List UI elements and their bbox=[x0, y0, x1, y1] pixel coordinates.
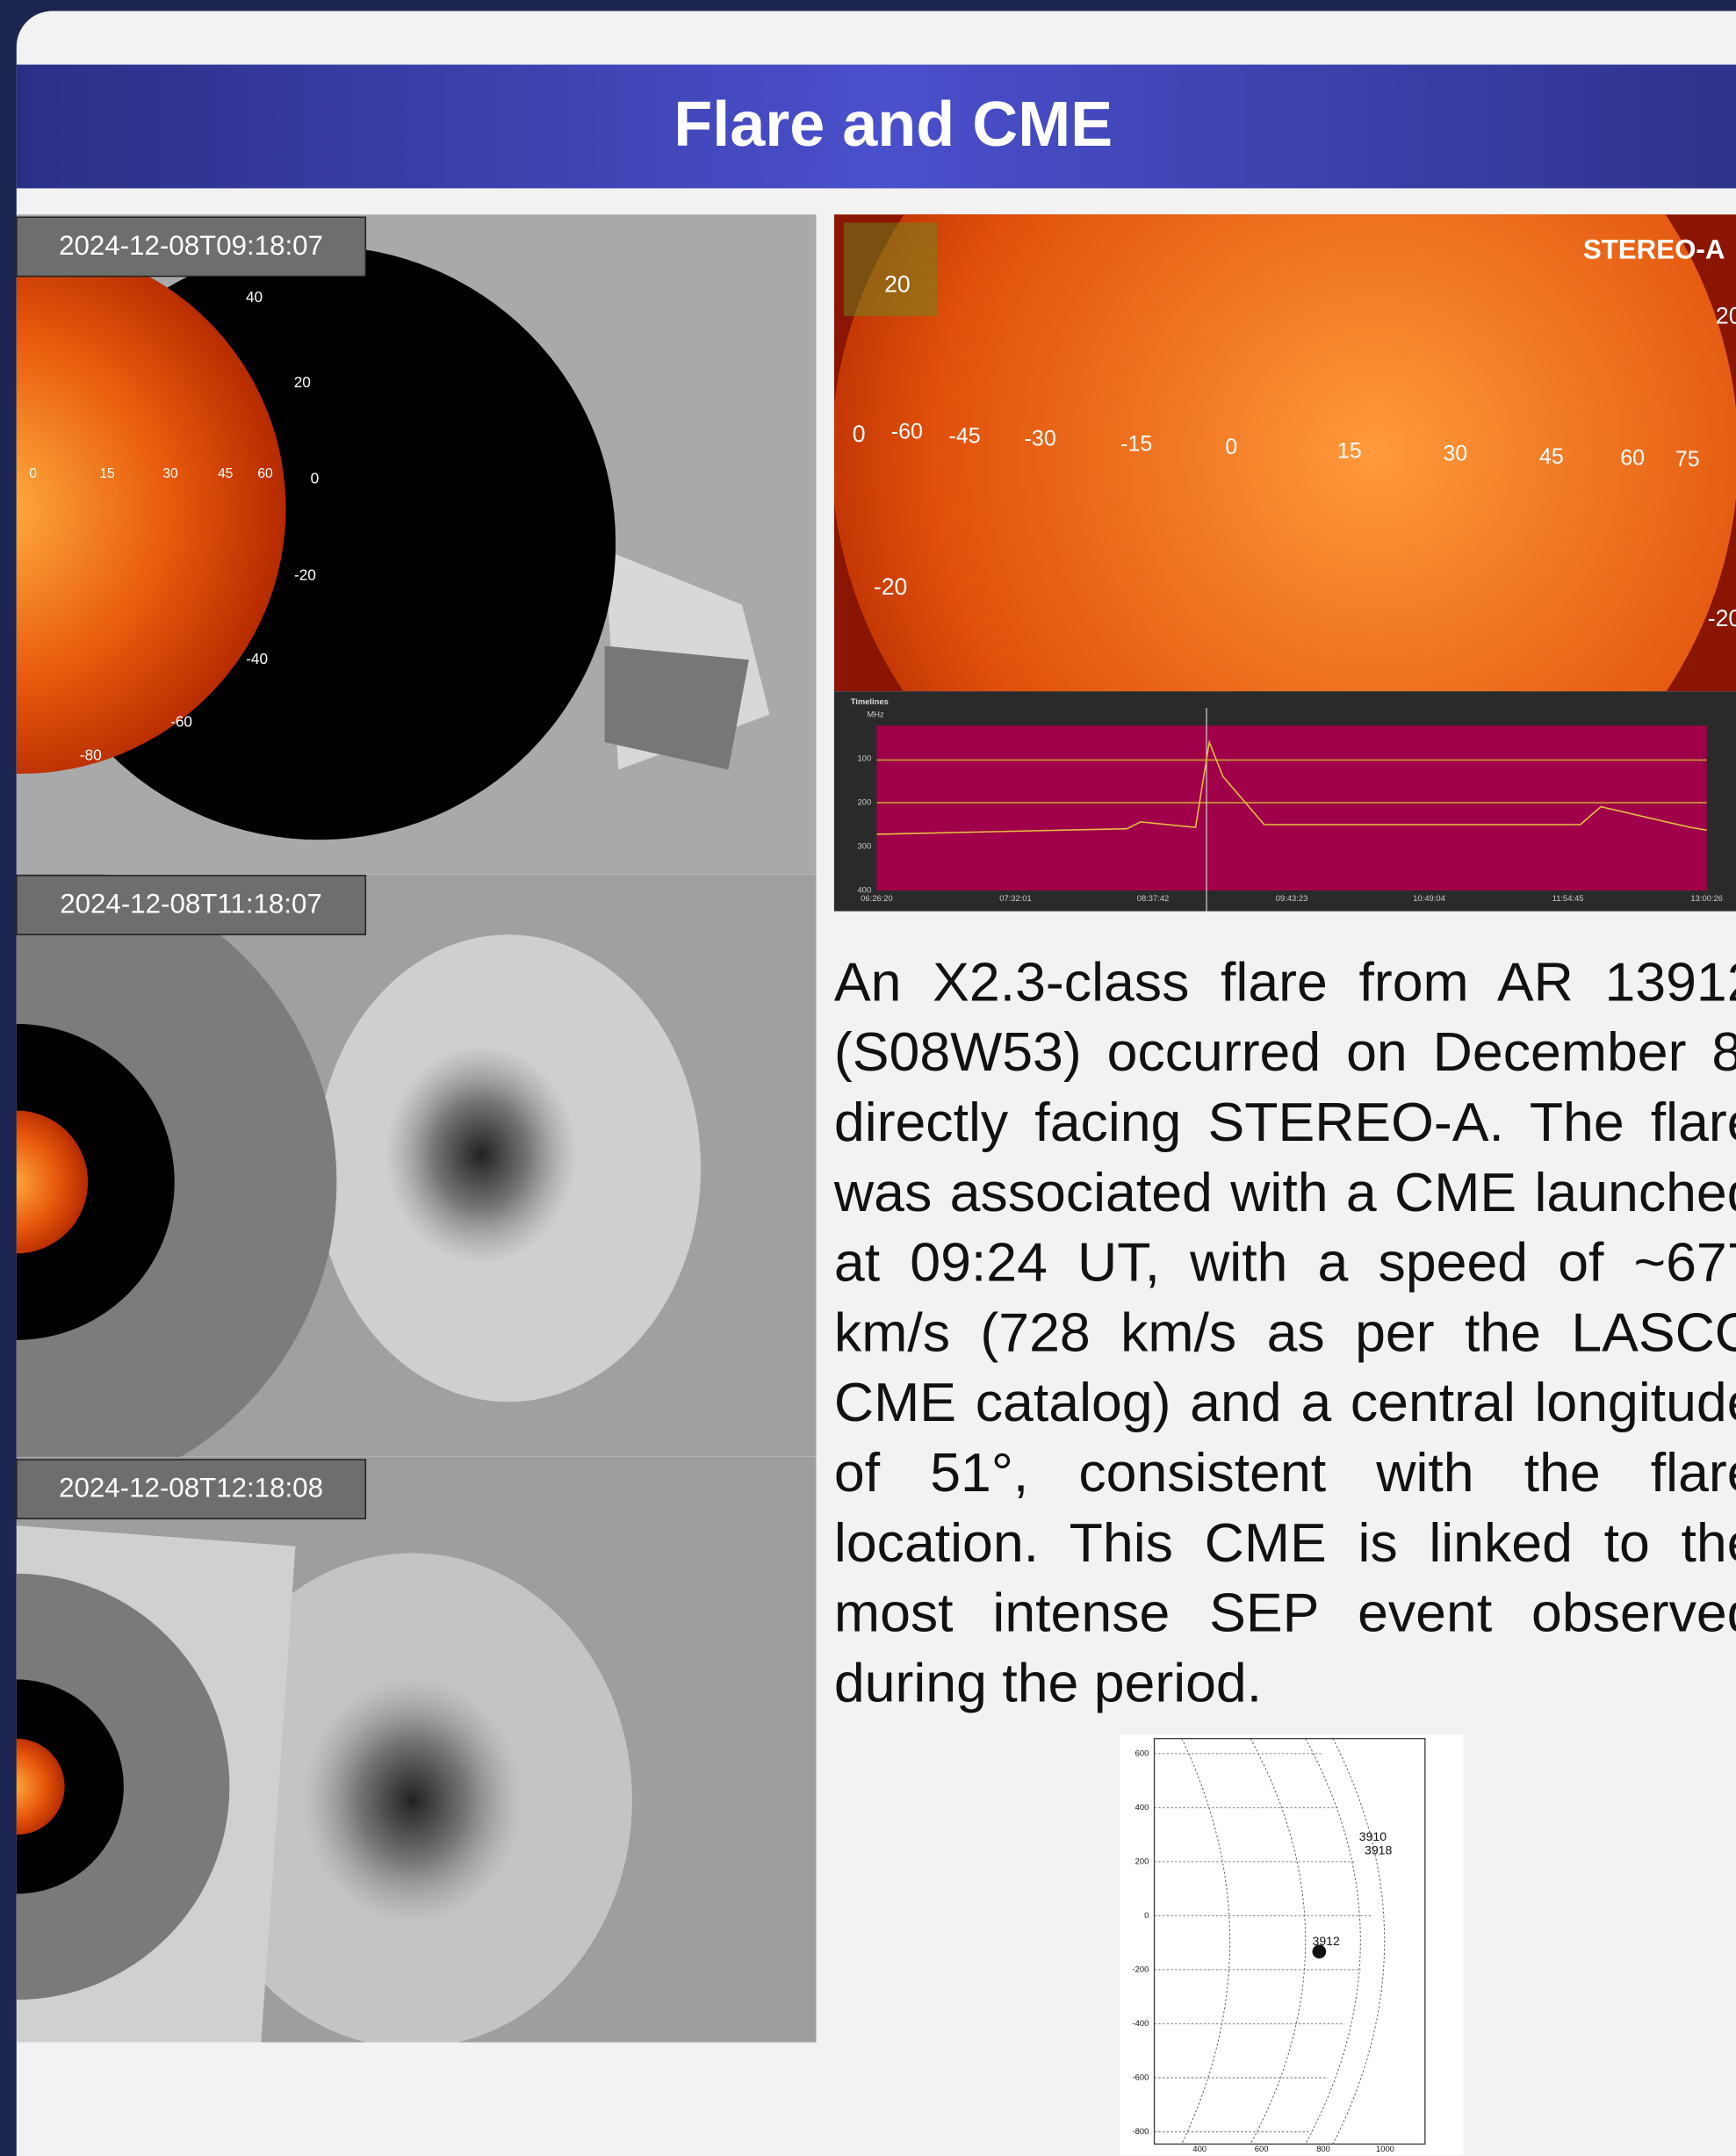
stereo-latitude-label: -20 bbox=[1708, 605, 1736, 631]
timeline-x-label: 08:37:42 bbox=[1137, 894, 1170, 903]
stereo-longitude-label: -45 bbox=[949, 423, 981, 448]
sun-latitude-label: 40 bbox=[246, 288, 263, 306]
slide: Flare and CME An X2.3-clas bbox=[0, 0, 1736, 2156]
map-region-label: 3912 bbox=[1313, 1934, 1340, 1948]
map-y-label: -400 bbox=[1133, 2019, 1149, 2028]
timeline-y-label: 100 bbox=[858, 754, 872, 762]
timeline-x-label: 09:43:23 bbox=[1276, 894, 1308, 903]
timestamp: 2024-12-08T11:18:07 bbox=[60, 889, 322, 919]
stereo-latitude-label: 0 bbox=[853, 421, 866, 447]
timeline-title: Timelines bbox=[851, 697, 889, 706]
timeline-unit: MHz bbox=[867, 710, 884, 718]
timeline-y-label: 200 bbox=[858, 797, 872, 806]
map-x-label: 600 bbox=[1255, 2145, 1269, 2153]
sun-longitude-label: 60 bbox=[257, 466, 273, 481]
description: An X2.3-class flare from AR 13912 (S08W5… bbox=[834, 948, 1736, 1720]
sun-latitude-label: -60 bbox=[170, 713, 192, 731]
timeline-x-label: 06:26:20 bbox=[861, 894, 892, 903]
map bbox=[1120, 1734, 1463, 2155]
sun-latitude-label: 0 bbox=[311, 470, 320, 487]
image-panel-1 bbox=[0, 214, 817, 874]
image-panel-3 bbox=[0, 1457, 817, 2048]
sun-latitude-label: -80 bbox=[80, 746, 102, 763]
sun-longitude-label: 0 bbox=[29, 466, 37, 481]
description-box: An X2.3-class flare from AR 13912 (S08W5… bbox=[834, 948, 1736, 1732]
map-y-label: 400 bbox=[1135, 1803, 1149, 1812]
timeline-x-label: 13:00:26 bbox=[1690, 894, 1723, 903]
map-x-label: 400 bbox=[1192, 2145, 1207, 2153]
page: { "header": {"title": "Flare and CME"}, … bbox=[0, 0, 1736, 2156]
sun-longitude-label: 45 bbox=[218, 466, 234, 481]
map-region-label: 3910 bbox=[1359, 1829, 1387, 1843]
image-panel-2 bbox=[0, 862, 817, 1502]
stereo-latitude-label: -20 bbox=[874, 573, 907, 600]
stereo-longitude-label: -60 bbox=[891, 420, 923, 444]
map-y-label: -600 bbox=[1133, 2073, 1149, 2081]
sun-latitude-label: -20 bbox=[294, 566, 316, 583]
stereo-longitude-label: 30 bbox=[1443, 442, 1467, 466]
stereo-longitude-label: -15 bbox=[1120, 432, 1152, 457]
timeline-panel bbox=[834, 691, 1736, 911]
sun-longitude-label: 30 bbox=[162, 466, 178, 481]
stereo-longitude-label: 15 bbox=[1337, 439, 1362, 464]
sun-longitude-label: 15 bbox=[99, 466, 115, 481]
title: Flare and CME bbox=[674, 90, 1113, 160]
stereo-label: STEREO-A bbox=[1583, 234, 1725, 265]
sun-latitude-label: 20 bbox=[294, 373, 311, 391]
map-y-label: 200 bbox=[1135, 1857, 1149, 1865]
timeline-x-label: 10:49:04 bbox=[1413, 894, 1445, 903]
stereo-longitude-label: 75 bbox=[1675, 447, 1700, 472]
map-y-label: -200 bbox=[1133, 1965, 1149, 1973]
stereo-longitude-label: 45 bbox=[1539, 444, 1564, 469]
map-y-label: 600 bbox=[1135, 1749, 1149, 1757]
timeline-y-label: 300 bbox=[858, 842, 872, 851]
map-y-label: 0 bbox=[1144, 1911, 1149, 1920]
timeline-x-label: 07:32:01 bbox=[999, 894, 1032, 903]
timeline-x-label: 11:54:45 bbox=[1552, 894, 1584, 903]
map-region-label: 3918 bbox=[1365, 1843, 1392, 1857]
timestamp: 2024-12-08T12:18:08 bbox=[59, 1473, 323, 1503]
stereo-longitude-label: 60 bbox=[1620, 445, 1645, 470]
sun-latitude-label: -40 bbox=[246, 650, 268, 667]
stereo-latitude-label: 20 bbox=[1716, 303, 1736, 329]
stereo-longitude-label: 0 bbox=[1225, 435, 1237, 459]
stereo-longitude-label: -30 bbox=[1025, 426, 1056, 451]
map-x-label: 1000 bbox=[1376, 2145, 1394, 2153]
map-y-label: -800 bbox=[1133, 2127, 1149, 2136]
map-x-label: 800 bbox=[1316, 2145, 1330, 2153]
stereo-latitude-label: 20 bbox=[884, 271, 911, 298]
timestamp: 2024-12-08T09:18:07 bbox=[59, 230, 323, 261]
